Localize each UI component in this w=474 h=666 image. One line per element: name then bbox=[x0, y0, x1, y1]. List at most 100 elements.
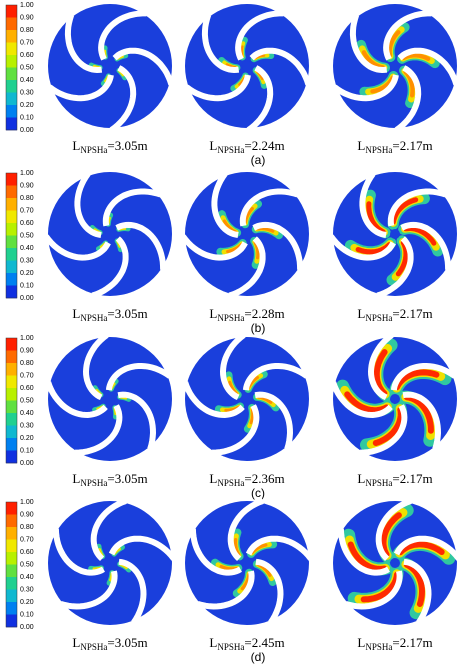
colorbar-tick: 0.10 bbox=[20, 282, 34, 289]
blade bbox=[337, 528, 390, 576]
label-rest: =3.05m bbox=[107, 635, 147, 650]
image-label: LNPSHa=2.24m bbox=[209, 138, 284, 155]
cavity-core bbox=[347, 541, 388, 572]
image-label: LNPSHa=2.17m bbox=[357, 306, 432, 323]
panel-caption: (c) bbox=[251, 486, 265, 500]
label-rest: =3.05m bbox=[107, 138, 147, 153]
blade bbox=[211, 172, 239, 238]
image-label: LNPSHa=3.05m bbox=[72, 471, 147, 488]
image-label: LNPSHa=2.17m bbox=[357, 635, 432, 652]
colorbar-tick: 0.70 bbox=[20, 207, 34, 214]
cavity-core bbox=[355, 242, 392, 255]
image-label: LNPSHa=2.17m bbox=[357, 138, 432, 155]
colorbar-bin bbox=[6, 564, 17, 578]
colorbar-bin bbox=[6, 105, 17, 118]
label-main: L bbox=[357, 471, 365, 486]
image-label: LNPSHa=2.36m bbox=[209, 471, 284, 488]
hub bbox=[390, 61, 400, 71]
colorbar-bin bbox=[6, 173, 17, 186]
cavity-core bbox=[370, 75, 395, 94]
blade bbox=[91, 236, 129, 299]
label-sub: NPSHa bbox=[365, 642, 392, 652]
hub bbox=[105, 558, 115, 568]
blade bbox=[345, 570, 403, 610]
colorbar-tick: 0.40 bbox=[20, 410, 34, 417]
colorbar-tick: 0.30 bbox=[20, 422, 34, 429]
panel-caption: (d) bbox=[251, 650, 266, 664]
cavity-core bbox=[219, 564, 238, 571]
blade bbox=[219, 332, 246, 401]
image-label: LNPSHa=3.05m bbox=[72, 138, 147, 155]
blade bbox=[328, 234, 396, 261]
blade bbox=[180, 234, 248, 261]
cavity-core bbox=[403, 69, 415, 98]
colorbar-tick: 1.00 bbox=[20, 499, 34, 506]
image-label: LNPSHa=3.05m bbox=[72, 635, 147, 652]
label-sub: NPSHa bbox=[365, 313, 392, 323]
blade bbox=[242, 363, 309, 391]
colorbar-tick: 0.00 bbox=[20, 624, 34, 631]
colorbar-tick: 0.30 bbox=[20, 89, 34, 96]
colorbar-tick: 1.00 bbox=[20, 2, 34, 9]
colorbar-tick: 0.20 bbox=[20, 435, 34, 442]
colorbar-bin bbox=[6, 67, 17, 81]
colorbar-tick: 0.60 bbox=[20, 52, 34, 59]
label-rest: =2.24m bbox=[244, 138, 284, 153]
colorbar-bin bbox=[6, 338, 17, 351]
colorbar-tick: 0.60 bbox=[20, 549, 34, 556]
label-sub: NPSHa bbox=[80, 478, 107, 488]
blade bbox=[64, 14, 103, 74]
colorbar-bin bbox=[6, 248, 17, 261]
blade bbox=[403, 558, 432, 625]
blade bbox=[360, 404, 408, 456]
label-rest: =2.17m bbox=[392, 306, 432, 321]
blade bbox=[332, 74, 399, 102]
cavity-core bbox=[403, 226, 437, 246]
colorbar-tick: 1.00 bbox=[20, 170, 34, 177]
cavity-core bbox=[360, 571, 400, 603]
cavity-core bbox=[372, 406, 404, 446]
cavity-core bbox=[257, 563, 272, 577]
blade bbox=[184, 74, 251, 102]
label-main: L bbox=[72, 471, 80, 486]
cavity-core bbox=[243, 206, 254, 224]
blade bbox=[117, 391, 157, 450]
colorbar-tick: 0.70 bbox=[20, 536, 34, 543]
label-main: L bbox=[209, 635, 217, 650]
cavity-core bbox=[226, 242, 243, 254]
colorbar-tick: 0.80 bbox=[20, 27, 34, 34]
blade bbox=[390, 363, 457, 391]
label-main: L bbox=[357, 635, 365, 650]
label-sub: NPSHa bbox=[217, 478, 244, 488]
colorbar-bin bbox=[6, 350, 17, 364]
colorbar-bin bbox=[6, 502, 17, 515]
blade bbox=[228, 236, 266, 299]
colorbar-bin bbox=[6, 235, 17, 249]
label-rest: =2.17m bbox=[392, 138, 432, 153]
image-label: LNPSHa=2.17m bbox=[357, 471, 432, 488]
colorbar-tick: 0.50 bbox=[20, 561, 34, 568]
colorbar-frame bbox=[5, 172, 18, 299]
blade bbox=[249, 47, 312, 86]
cavity-core bbox=[253, 241, 260, 260]
hub bbox=[105, 394, 115, 404]
colorbar-tick: 0.20 bbox=[20, 102, 34, 109]
blade bbox=[397, 47, 460, 86]
hub bbox=[390, 558, 400, 568]
cavity-core bbox=[361, 50, 386, 70]
label-sub: NPSHa bbox=[217, 642, 244, 652]
image-label: LNPSHa=3.05m bbox=[72, 306, 147, 323]
blade bbox=[252, 221, 304, 270]
colorbar-tick: 0.90 bbox=[20, 347, 34, 354]
colorbar-tick: 0.50 bbox=[20, 397, 34, 404]
panel: 1.00 0.90 0.80 0.70 0.60 0.50 0.40 0.30 0.20 0.10… bbox=[5, 2, 460, 167]
colorbar-tick: 0.00 bbox=[20, 127, 34, 134]
colorbar-tick: 0.00 bbox=[20, 460, 34, 467]
blade bbox=[235, 10, 284, 61]
label-rest: =2.28m bbox=[244, 306, 284, 321]
blade bbox=[105, 363, 172, 391]
colorbar-bin bbox=[6, 117, 17, 131]
blade bbox=[394, 65, 422, 133]
cavity-core bbox=[403, 561, 426, 607]
colorbar-tick: 0.60 bbox=[20, 385, 34, 392]
